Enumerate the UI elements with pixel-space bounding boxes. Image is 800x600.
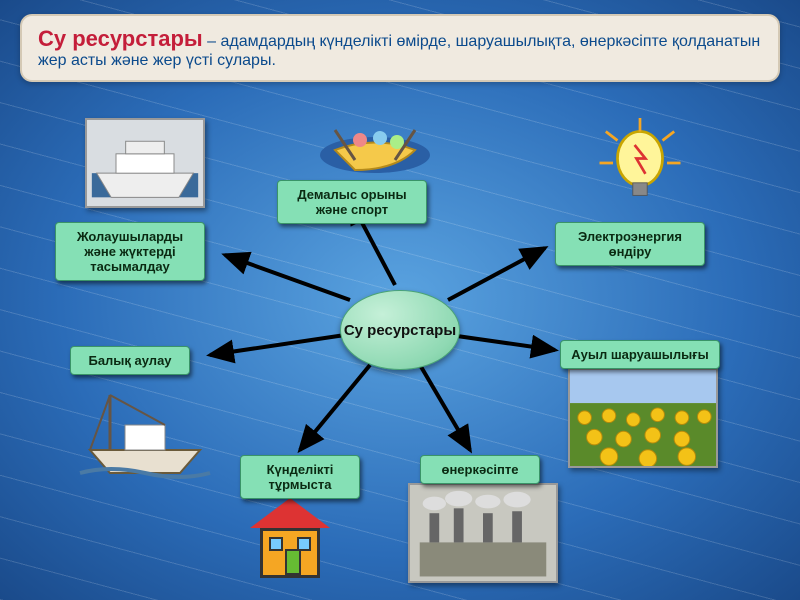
definition-title: Су ресурстары — [38, 26, 203, 51]
center-node: Су ресурстары — [340, 290, 460, 370]
power-image — [595, 118, 695, 218]
power-label: Электроэнергия өндіру — [555, 222, 705, 266]
agri-image — [568, 368, 718, 468]
industry-image — [408, 483, 558, 583]
fishing-image — [70, 375, 220, 485]
leisure-image — [305, 100, 445, 180]
center-label: Су ресурстары — [344, 322, 456, 339]
definition-sep: – — [207, 33, 220, 50]
leisure-label: Демалыс орыны және спорт — [277, 180, 427, 224]
transport-label: Жолаушыларды және жүктерді тасымалдау — [55, 222, 205, 281]
agri-label: Ауыл шаруашылығы — [560, 340, 720, 369]
definition-box: Су ресурстары – адамдардың күнделікті өм… — [20, 14, 780, 82]
fishing-label: Балық аулау — [70, 346, 190, 375]
industry-label: өнеркәсіпте — [420, 455, 540, 484]
transport-image — [85, 118, 205, 208]
daily-label: Күнделікті тұрмыста — [240, 455, 360, 499]
daily-image — [260, 498, 340, 578]
